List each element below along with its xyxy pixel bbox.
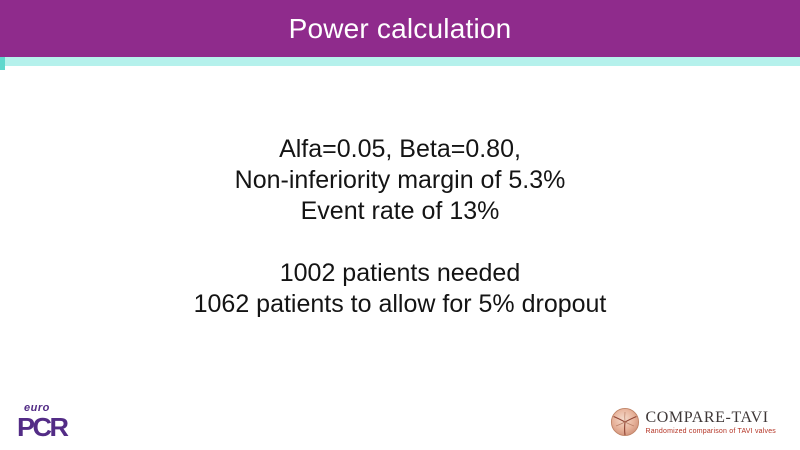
body-line-noninferiority-margin: Non-inferiority margin of 5.3% (234, 166, 566, 194)
europcr-pcr-text: PCR (17, 413, 69, 442)
compare-tavi-logo: COMPARE-TAVI Randomized comparison of TA… (610, 407, 776, 437)
page-title: Power calculation (288, 12, 512, 44)
body-line-alfa-beta: Alfa=0.05, Beta=0.80, (279, 135, 521, 163)
tavi-valve-icon (610, 407, 640, 437)
slide-body: Alfa=0.05, Beta=0.80, Non-inferiority ma… (0, 134, 800, 320)
body-line-patients-dropout: 1062 patients to allow for 5% dropout (193, 290, 607, 318)
compare-tavi-tagline: Randomized comparison of TAVI valves (645, 428, 776, 436)
europcr-euro-text: euro (24, 402, 50, 414)
header-accent-chip (0, 57, 5, 70)
compare-tavi-text: COMPARE-TAVI Randomized comparison of TA… (645, 409, 776, 436)
slide-header-bar: Power calculation (0, 0, 800, 57)
europcr-logo: euro PCR (17, 402, 69, 442)
header-accent-line (0, 57, 800, 66)
body-line-spacer (0, 227, 800, 258)
body-line-event-rate: Event rate of 13% (300, 197, 500, 225)
body-line-patients-needed: 1002 patients needed (279, 259, 521, 287)
compare-tavi-name: COMPARE-TAVI (645, 408, 769, 426)
